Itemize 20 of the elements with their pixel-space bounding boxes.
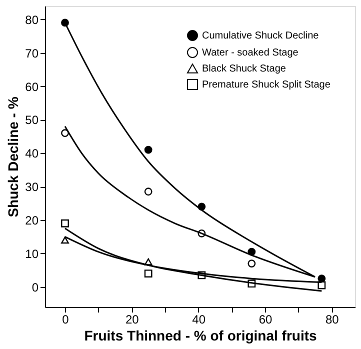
- x-tick-label: 20: [125, 312, 140, 326]
- legend-label: Water - soaked Stage: [202, 48, 299, 58]
- x-axis-title: Fruits Thinned - % of original fruits: [84, 328, 317, 344]
- legend-label: Cumulative Shuck Decline: [202, 30, 320, 42]
- x-tick-label: 0: [62, 312, 70, 326]
- x-tick-label: 60: [258, 312, 272, 326]
- legend-label: Black Shuck Stage: [202, 64, 286, 74]
- y-tick-label: 50: [25, 113, 39, 128]
- y-tick-label: 10: [25, 246, 39, 261]
- y-tick-label: 20: [25, 214, 39, 228]
- legend-label: Premature Shuck Split Stage: [202, 80, 331, 90]
- y-tick-label: 70: [25, 46, 39, 60]
- y-tick-label: 30: [25, 180, 39, 194]
- y-tick-label: 0: [32, 280, 39, 294]
- y-tick-label: 40: [25, 146, 39, 161]
- y-tick-label: 80: [25, 12, 39, 27]
- x-tick-label: 40: [192, 312, 206, 326]
- y-tick-label: 60: [25, 80, 39, 94]
- x-tick-label: 80: [325, 312, 340, 326]
- y-axis-title: Shuck Decline - %: [5, 96, 22, 218]
